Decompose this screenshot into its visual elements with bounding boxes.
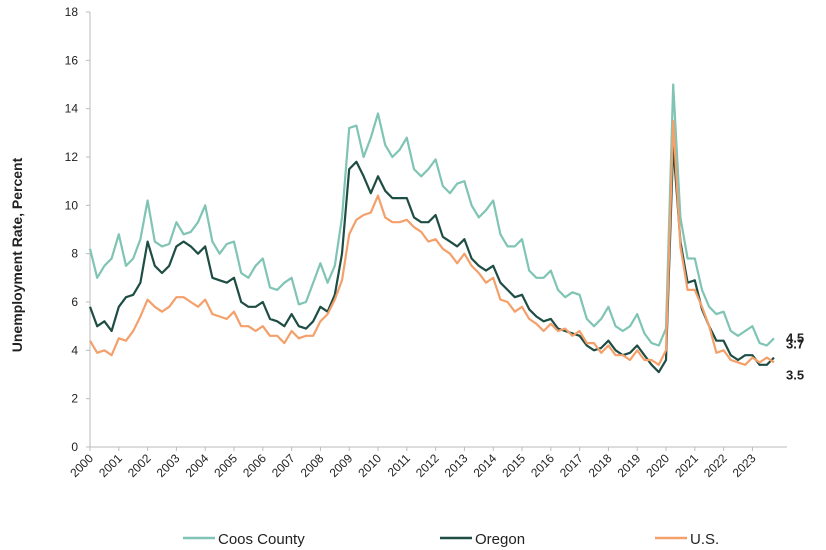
- end-value-label: 3.5: [786, 367, 804, 382]
- x-tick-label: 2006: [240, 451, 269, 480]
- end-value-label: 4.5: [786, 330, 804, 345]
- y-tick-label: 14: [65, 102, 79, 116]
- y-tick-label: 4: [71, 343, 78, 357]
- x-tick-label: 2007: [269, 451, 298, 480]
- x-tick-label: 2009: [327, 451, 356, 480]
- x-tick-label: 2001: [96, 451, 125, 480]
- x-tick-label: 2004: [183, 451, 212, 480]
- series-line: [88, 143, 775, 374]
- y-tick-label: 0: [71, 440, 78, 454]
- y-tick-label: 2: [71, 392, 78, 406]
- y-tick-label: 18: [65, 5, 79, 19]
- legend-label: Coos County: [218, 531, 305, 548]
- y-axis-title: Unemployment Rate, Percent: [9, 157, 25, 352]
- series-line: [88, 83, 775, 347]
- x-tick-label: 2008: [298, 451, 327, 480]
- x-tick-label: 2000: [67, 451, 96, 480]
- x-tick-label: 2019: [615, 451, 644, 480]
- x-tick-label: 2016: [528, 451, 557, 480]
- series-line: [89, 119, 775, 366]
- x-tick-label: 2011: [385, 451, 413, 479]
- x-tick-label: 2015: [499, 451, 528, 480]
- x-tick-label: 2013: [442, 451, 471, 480]
- legend-label: U.S.: [690, 531, 719, 548]
- y-tick-label: 12: [65, 150, 79, 164]
- x-tick-label: 2018: [586, 451, 615, 480]
- y-tick-label: 10: [65, 198, 79, 212]
- y-tick-label: 16: [65, 53, 79, 67]
- x-tick-label: 2021: [672, 451, 701, 480]
- x-tick-label: 2010: [355, 451, 384, 480]
- x-tick-label: 2014: [471, 451, 500, 480]
- x-tick-label: 2002: [125, 451, 154, 480]
- x-tick-label: 2023: [730, 451, 759, 480]
- legend-label: Oregon: [475, 531, 525, 548]
- y-tick-label: 8: [71, 247, 78, 261]
- x-tick-label: 2012: [413, 451, 442, 480]
- x-tick-label: 2005: [211, 451, 240, 480]
- x-tick-label: 2017: [557, 451, 586, 480]
- x-tick-label: 2003: [154, 451, 183, 480]
- x-tick-label: 2020: [643, 451, 672, 480]
- y-tick-label: 6: [71, 295, 78, 309]
- end-value-label: 3.7: [786, 337, 804, 352]
- x-tick-label: 2022: [701, 451, 730, 480]
